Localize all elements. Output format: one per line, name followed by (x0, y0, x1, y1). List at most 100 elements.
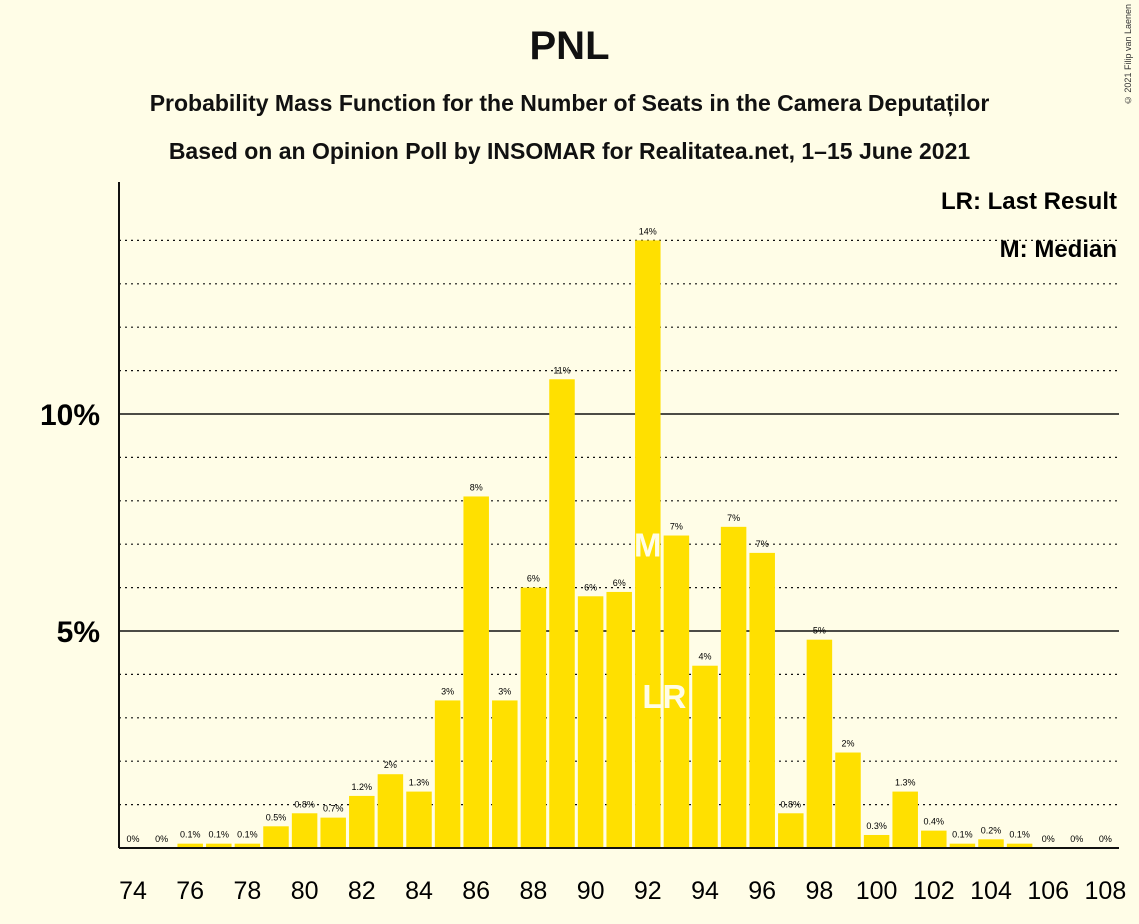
bar-seat-94 (692, 665, 718, 848)
bar-label-seat-87: 3% (498, 686, 511, 696)
bar-label-seat-100: 0.3% (866, 821, 887, 831)
x-tick-label: 94 (691, 877, 719, 905)
bar-seat-82 (349, 795, 375, 848)
bar-seat-102 (921, 830, 947, 848)
bar-label-seat-74: 0% (126, 834, 139, 844)
x-tick-label: 96 (748, 877, 776, 905)
bar-label-seat-79: 0.5% (266, 812, 287, 822)
bar-seat-88 (520, 587, 547, 848)
bar-seat-87 (492, 700, 518, 848)
bar-seat-96 (749, 552, 775, 848)
bar-label-seat-103: 0.1% (952, 830, 973, 840)
bar-label-seat-93: 7% (670, 522, 683, 532)
chart-title: PNL (529, 24, 610, 68)
bar-label-seat-96: 7% (756, 539, 769, 549)
bar-label-seat-95: 7% (727, 513, 740, 523)
bar-seat-89 (549, 379, 575, 848)
bar-seat-78 (234, 843, 261, 848)
x-tick-label: 76 (176, 877, 204, 905)
bar-label-seat-76: 0.1% (180, 830, 201, 840)
y-tick-labels: 5% 10% (40, 399, 100, 649)
bar-seat-97 (778, 813, 804, 848)
bar-labels: 0% 0% 0.1% 0.1% 0.1% 0.5% 0.8% 0.7% 1.2% 2% 1.3% 3%… (126, 226, 1111, 844)
legend: LR: Last Result M: Median (941, 188, 1117, 263)
x-tick-label: 84 (405, 877, 433, 905)
bar-label-seat-107: 0% (1070, 834, 1083, 844)
median-marker: M (634, 526, 662, 563)
bar-seat-80 (291, 813, 318, 848)
bar-label-seat-82: 1.2% (352, 782, 373, 792)
bar-seat-85 (434, 700, 461, 848)
legend-entry: M: Median (1000, 236, 1117, 263)
bar-seat-101 (892, 791, 918, 848)
bar-seat-79 (263, 826, 289, 848)
x-tick-label: 100 (856, 877, 898, 905)
markers: M LR (634, 526, 687, 715)
x-tick-label: 90 (577, 877, 605, 905)
x-tick-label: 82 (348, 877, 376, 905)
bar-seat-77 (206, 843, 232, 848)
bar-label-seat-102: 0.4% (924, 817, 945, 827)
bar-seat-99 (835, 752, 861, 848)
x-tick-label: 80 (291, 877, 319, 905)
bar-label-seat-77: 0.1% (209, 830, 230, 840)
x-tick-label: 74 (119, 877, 147, 905)
bar-seat-90 (577, 596, 604, 848)
x-tick-label: 88 (519, 877, 547, 905)
legend-entry: LR: Last Result (941, 188, 1117, 215)
bar-seat-92 (635, 240, 661, 848)
bar-label-seat-91: 6% (613, 578, 626, 588)
axes (118, 182, 1119, 849)
bar-label-seat-81: 0.7% (323, 804, 344, 814)
bar-seat-105 (1006, 843, 1033, 848)
bar-label-seat-106: 0% (1042, 834, 1055, 844)
bar-seat-81 (320, 817, 346, 848)
bar-seat-100 (863, 834, 890, 848)
bar-label-seat-101: 1.3% (895, 778, 916, 788)
chart-subtitle-poll: Based on an Opinion Poll by INSOMAR for … (168, 138, 971, 164)
bar-seat-83 (377, 774, 404, 848)
last-result-marker: LR (642, 678, 686, 715)
bar-label-seat-108: 0% (1099, 834, 1112, 844)
x-tick-labels: 74 76 78 80 82 84 86 88 90 92 94 96 98 100 102 104 106 10… (119, 877, 1126, 905)
x-tick-label: 108 (1085, 877, 1127, 905)
bar-label-seat-105: 0.1% (1009, 830, 1030, 840)
y-tick-label: 10% (40, 399, 100, 432)
bar-label-seat-98: 5% (813, 626, 826, 636)
bar-label-seat-86: 8% (470, 482, 483, 492)
bar-seat-76 (177, 843, 203, 848)
x-tick-label: 92 (634, 877, 662, 905)
bar-seat-103 (949, 843, 976, 848)
y-tick-label: 5% (57, 616, 100, 649)
bar-label-seat-92: 14% (639, 226, 657, 236)
bar-seat-95 (720, 526, 747, 848)
bar-seat-84 (406, 791, 432, 848)
bar-label-seat-89: 11% (553, 365, 570, 375)
x-tick-label: 86 (462, 877, 490, 905)
bar-label-seat-94: 4% (698, 652, 711, 662)
bar-seat-91 (606, 591, 632, 848)
bar-seat-86 (463, 496, 489, 848)
bar-label-seat-97: 0.8% (781, 799, 802, 809)
bar-label-seat-78: 0.1% (237, 830, 258, 840)
bar-seat-93 (663, 535, 690, 848)
bar-seat-98 (806, 639, 833, 848)
x-tick-label: 102 (913, 877, 955, 905)
bar-label-seat-99: 2% (841, 739, 854, 749)
bar-label-seat-90: 6% (584, 582, 597, 592)
bar-label-seat-75: 0% (155, 834, 168, 844)
x-tick-label: 78 (233, 877, 261, 905)
bar-seat-104 (978, 839, 1004, 848)
x-tick-label: 98 (805, 877, 833, 905)
bar-label-seat-83: 2% (384, 760, 397, 770)
bars (177, 240, 1033, 848)
bar-label-seat-80: 0.8% (294, 799, 315, 809)
bar-label-seat-85: 3% (441, 686, 454, 696)
bar-label-seat-104: 0.2% (981, 825, 1002, 835)
x-tick-label: 106 (1027, 877, 1069, 905)
chart-subtitle: Probability Mass Function for the Number… (149, 90, 990, 116)
x-tick-label: 104 (970, 877, 1012, 905)
bar-label-seat-84: 1.3% (409, 778, 430, 788)
bar-label-seat-88: 6% (527, 574, 540, 584)
